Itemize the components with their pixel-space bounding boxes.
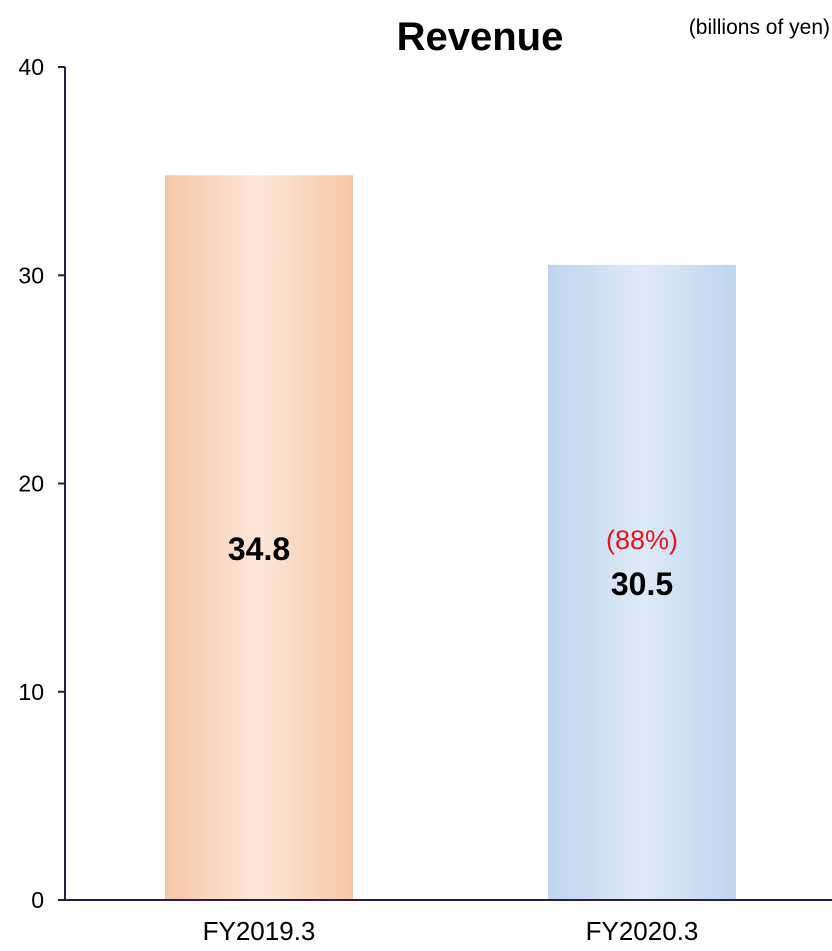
- chart-title: Revenue: [397, 15, 564, 59]
- bar-value-label: 34.8: [228, 531, 290, 567]
- y-tick-label: 20: [18, 471, 44, 497]
- y-tick-label: 10: [18, 679, 44, 705]
- labels: 0 10 20 30 40 FY2019.3 FY2020.3 34.8 30.5 (88%): [18, 54, 698, 946]
- bar-ratio-label: (88%): [606, 525, 678, 555]
- bar-FY2020.3: [548, 264, 736, 900]
- y-tick-label: 30: [18, 262, 44, 288]
- x-category-label: FY2019.3: [203, 916, 316, 946]
- unit-note: (billions of yen): [689, 16, 830, 39]
- bar-value-label: 30.5: [611, 566, 673, 602]
- bar-FY2019.3: [165, 175, 353, 901]
- axes: [58, 66, 832, 901]
- bars: [165, 175, 736, 901]
- y-tick-label: 40: [18, 54, 44, 80]
- y-tick-label: 0: [31, 887, 44, 913]
- x-category-label: FY2020.3: [586, 916, 699, 946]
